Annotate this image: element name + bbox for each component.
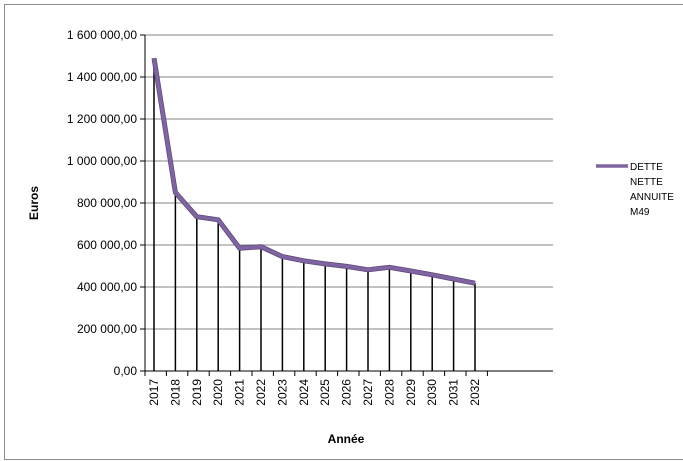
y-tick-label: 1 600 000,00 (67, 28, 137, 42)
x-tick-label: 2018 (168, 379, 182, 406)
legend-label: DETTE (630, 162, 663, 173)
x-tick-label: 2019 (190, 379, 204, 406)
x-tick-label: 2029 (404, 379, 418, 406)
y-axis-title: Euros (27, 186, 41, 220)
series-line-outline (151, 57, 476, 286)
y-axis-ticks: 0,00 200 000,00 400 000,00 600 000,00 800 00… (67, 28, 145, 378)
x-tick-label: 2024 (297, 379, 311, 406)
legend: DETTE NETTE ANNUITE M49 (596, 162, 674, 218)
x-tick-label: 2017 (147, 379, 161, 406)
x-tick-label: 2032 (468, 379, 482, 406)
y-tick-label: 800 000,00 (77, 196, 137, 210)
x-tick-label: 2021 (233, 379, 247, 406)
x-tick-label: 2023 (275, 379, 289, 406)
series-line (152, 57, 476, 285)
y-tick-label: 1 000 000,00 (67, 154, 137, 168)
x-tick-label: 2020 (211, 379, 225, 406)
x-tick-label: 2027 (361, 379, 375, 406)
x-tick-label: 2025 (318, 379, 332, 406)
x-tick-label: 2026 (340, 379, 354, 406)
x-axis-ticks: 2017 2018 2019 2020 2021 2022 2023 2024 2025 2026… (144, 371, 488, 406)
x-tick-label: 2022 (254, 379, 268, 406)
x-tick-label: 2031 (447, 379, 461, 406)
legend-label: NETTE (630, 177, 663, 188)
chart-frame (4, 4, 683, 460)
y-tick-label: 200 000,00 (77, 322, 137, 336)
y-tick-label: 1 400 000,00 (67, 70, 137, 84)
x-tick-label: 2028 (382, 379, 396, 406)
legend-label: M49 (630, 207, 650, 218)
y-tick-label: 1 200 000,00 (67, 112, 137, 126)
x-tick-label: 2030 (425, 379, 439, 406)
gridlines (145, 34, 553, 330)
y-tick-label: 400 000,00 (77, 280, 137, 294)
x-axis-title: Année (328, 432, 365, 446)
y-tick-label: 600 000,00 (77, 238, 137, 252)
y-tick-label: 0,00 (114, 364, 138, 378)
drop-lines (153, 58, 476, 371)
legend-label: ANNUITE (630, 192, 674, 203)
